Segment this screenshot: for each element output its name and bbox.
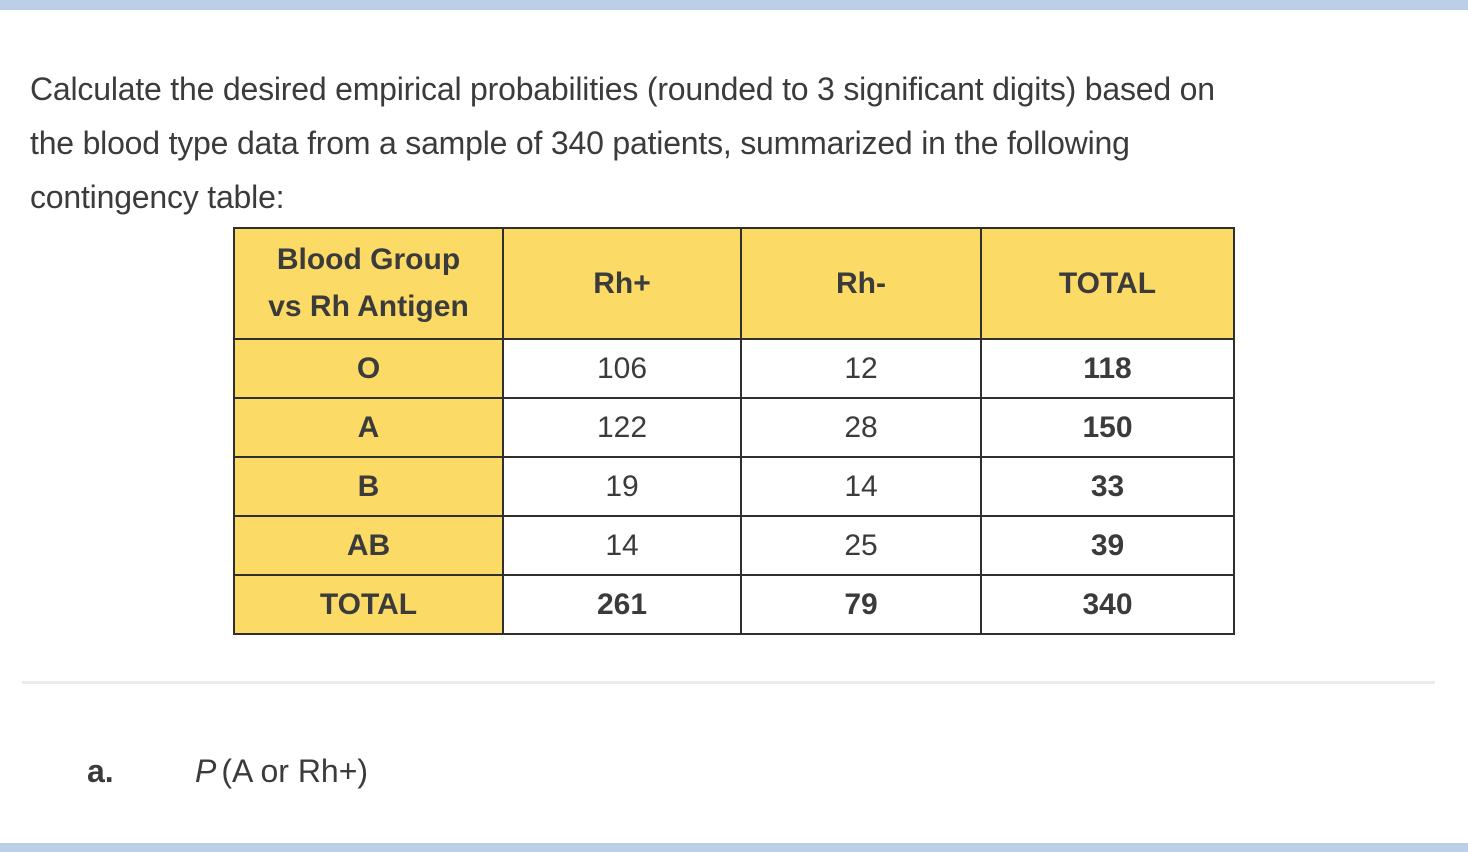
probability-expression: P (A or Rh+) bbox=[195, 753, 368, 790]
table-row-a: A 122 28 150 bbox=[233, 397, 1235, 458]
top-accent-bar bbox=[0, 0, 1468, 10]
cell-a-rh-pos: 122 bbox=[502, 397, 742, 458]
column-header-total: TOTAL bbox=[980, 227, 1235, 340]
cell-o-rh-neg: 12 bbox=[740, 338, 982, 399]
row-header-b: B bbox=[233, 456, 504, 517]
row-header-o: O bbox=[233, 338, 504, 399]
cell-o-rh-pos: 106 bbox=[502, 338, 742, 399]
cell-ab-total: 39 bbox=[980, 515, 1235, 576]
table-row-ab: AB 14 25 39 bbox=[233, 515, 1235, 576]
cell-b-rh-pos: 19 bbox=[502, 456, 742, 517]
table-header-row: Blood Group vs Rh Antigen Rh+ Rh- TOTAL bbox=[233, 227, 1235, 340]
corner-header-label: Blood Group vs Rh Antigen bbox=[268, 243, 469, 323]
cell-b-rh-neg: 14 bbox=[740, 456, 982, 517]
question-intro-text: Calculate the desired empirical probabil… bbox=[30, 71, 1215, 215]
contingency-table: Blood Group vs Rh Antigen Rh+ Rh- TOTAL … bbox=[233, 227, 1235, 635]
row-header-total: TOTAL bbox=[233, 574, 504, 635]
contingency-table-container: Blood Group vs Rh Antigen Rh+ Rh- TOTAL … bbox=[233, 227, 1235, 635]
cell-b-total: 33 bbox=[980, 456, 1235, 517]
question-part-label: a. bbox=[87, 753, 114, 789]
column-header-rh-pos: Rh+ bbox=[502, 227, 742, 340]
cell-total-total: 340 bbox=[980, 574, 1235, 635]
bottom-accent-bar bbox=[0, 843, 1468, 852]
cell-a-rh-neg: 28 bbox=[740, 397, 982, 458]
row-header-a: A bbox=[233, 397, 504, 458]
cell-total-rh-neg: 79 bbox=[740, 574, 982, 635]
cell-o-total: 118 bbox=[980, 338, 1235, 399]
cell-total-rh-pos: 261 bbox=[502, 574, 742, 635]
probability-expression-body: (A or Rh+) bbox=[221, 753, 369, 789]
section-divider bbox=[22, 681, 1435, 684]
column-header-rh-neg: Rh- bbox=[740, 227, 982, 340]
table-row-total: TOTAL 261 79 340 bbox=[233, 574, 1235, 635]
question-part-a: a. P (A or Rh+) bbox=[87, 753, 368, 790]
table-row-o: O 106 12 118 bbox=[233, 338, 1235, 399]
cell-a-total: 150 bbox=[980, 397, 1235, 458]
row-header-ab: AB bbox=[233, 515, 504, 576]
probability-symbol: P bbox=[195, 753, 217, 789]
cell-ab-rh-pos: 14 bbox=[502, 515, 742, 576]
table-corner-header: Blood Group vs Rh Antigen bbox=[233, 227, 504, 340]
cell-ab-rh-neg: 25 bbox=[740, 515, 982, 576]
table-row-b: B 19 14 33 bbox=[233, 456, 1235, 517]
